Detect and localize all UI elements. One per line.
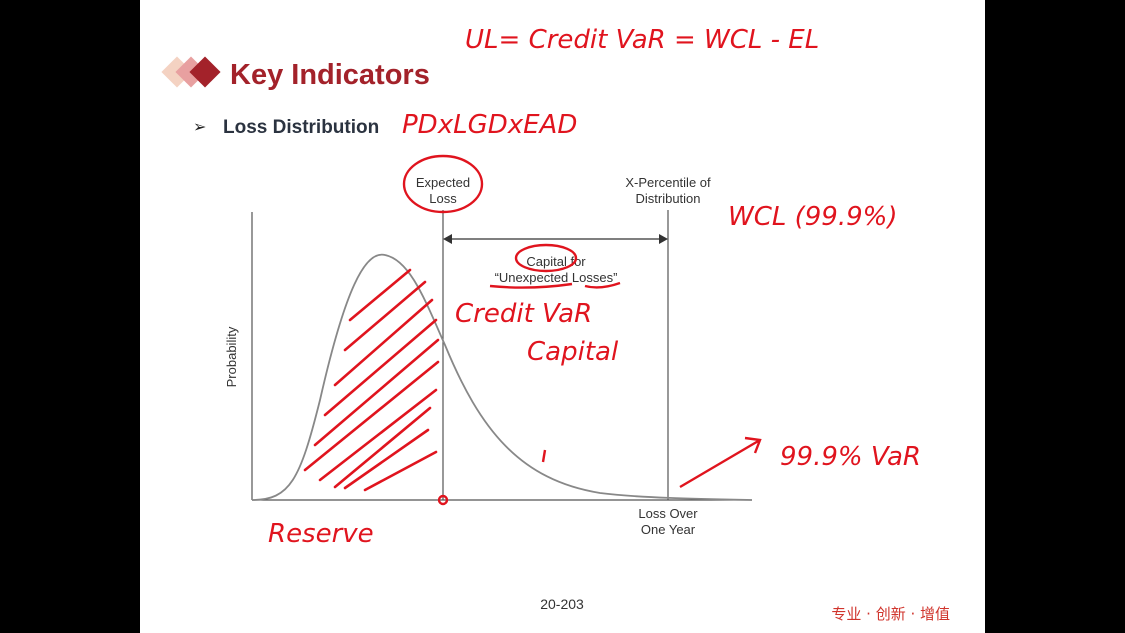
loss-curve xyxy=(251,253,753,501)
slide-title: Key Indicators xyxy=(230,59,430,91)
capital-label: Capital for “Unexpected Losses” xyxy=(495,254,618,285)
hand-marks xyxy=(402,154,762,506)
percentile-label: X-Percentile of Distribution xyxy=(625,175,711,206)
hand-note: 99.9% VaR xyxy=(780,442,921,472)
expected-loss-label: Expected Loss xyxy=(416,175,470,206)
y-axis-label: Probability xyxy=(224,326,239,387)
hand-note: Capital xyxy=(527,337,619,367)
hatching xyxy=(303,268,440,492)
page-number: 20-203 xyxy=(540,596,584,612)
hand-note: UL= Credit VaR = WCL - EL xyxy=(465,25,819,55)
title-icon xyxy=(161,56,221,88)
diagram: Expected Loss X-Percentile of Distribution… xyxy=(224,175,753,537)
bullet-text: Loss Distribution xyxy=(223,117,379,138)
footer-slogan: 专业 · 创新 · 增值 xyxy=(831,605,950,623)
hand-note: Reserve xyxy=(268,519,374,549)
slide xyxy=(140,0,985,633)
hand-note: Credit VaR xyxy=(455,299,592,329)
hand-note: PDxLGDxEAD xyxy=(402,110,577,140)
hand-note: WCL (99.9%) xyxy=(728,202,898,232)
bullet: ➢ xyxy=(193,119,206,136)
x-axis-label: Loss Over One Year xyxy=(638,506,698,537)
